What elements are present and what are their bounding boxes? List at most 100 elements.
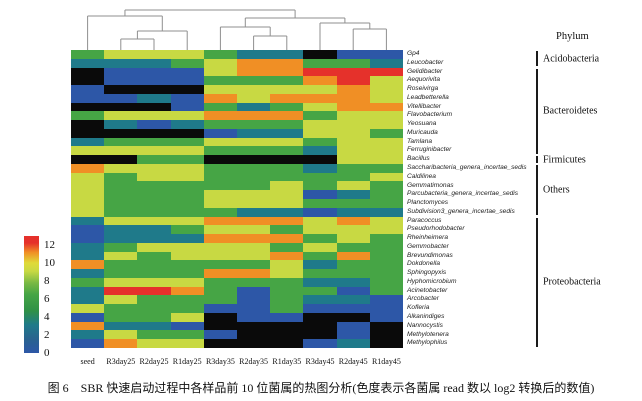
heatmap-cell (137, 120, 172, 130)
heatmap-cell (303, 181, 338, 191)
heatmap-cell (137, 172, 172, 182)
heatmap-cell (336, 93, 371, 104)
phylum-bracket (536, 68, 538, 154)
heatmap-cell (369, 190, 404, 200)
heatmap-cell (369, 120, 404, 130)
heatmap-cell (270, 111, 304, 121)
heatmap-cell (336, 58, 371, 68)
color-scale-tick-label: 8 (44, 275, 50, 287)
heatmap-cell (71, 146, 105, 156)
heatmap-cell (170, 102, 205, 112)
heatmap-cell (237, 102, 271, 112)
row-label-genus: Pseudorhodobacter (407, 225, 465, 233)
heatmap-cell (203, 50, 238, 60)
heatmap-cell (170, 330, 205, 340)
heatmap-cell (303, 339, 338, 349)
heatmap-cell (303, 269, 338, 279)
heatmap-cell (137, 242, 172, 253)
heatmap-cell (137, 155, 172, 165)
heatmap-cell (303, 216, 338, 226)
heatmap-cell (203, 190, 238, 200)
column-label-sample: R1day25 (172, 357, 202, 366)
heatmap-cell (270, 260, 304, 270)
heatmap-cell (336, 181, 371, 191)
heatmap-cell (270, 269, 304, 279)
heatmap-cell (203, 277, 238, 288)
row-label-genus: Leucobacter (407, 58, 444, 66)
heatmap-cell (336, 155, 371, 165)
heatmap-cell (336, 269, 371, 279)
heatmap-cell (104, 50, 138, 60)
heatmap-cell (104, 137, 138, 147)
heatmap-cell (203, 339, 238, 349)
heatmap-cell (336, 330, 371, 340)
heatmap-cell (104, 277, 138, 288)
heatmap-cell (71, 111, 105, 121)
heatmap-cell (237, 85, 271, 95)
heatmap-cell (303, 120, 338, 130)
heatmap-cell (369, 225, 404, 235)
heatmap-cell (104, 85, 138, 95)
heatmap-cell (137, 50, 172, 60)
heatmap-cell (270, 339, 304, 349)
heatmap-cell (303, 225, 338, 235)
row-label-genus: Bacillus (407, 155, 430, 163)
heatmap-cell (237, 242, 271, 253)
heatmap-cell (270, 330, 304, 340)
heatmap-cell (104, 58, 138, 68)
heatmap-cell (71, 242, 105, 253)
heatmap-cell (71, 277, 105, 288)
heatmap-cell (71, 163, 105, 174)
heatmap-cell (137, 304, 172, 314)
heatmap-cell (137, 199, 172, 209)
row-label-genus: Nannocystis (407, 321, 443, 329)
heatmap-cell (203, 85, 238, 95)
heatmap-cell (369, 339, 404, 349)
heatmap-cell (369, 58, 404, 68)
heatmap-cell (369, 199, 404, 209)
heatmap-cell (104, 321, 138, 331)
heatmap-cell (71, 128, 105, 139)
heatmap-cell (137, 295, 172, 305)
heatmap-cell (237, 50, 271, 60)
heatmap-cell (203, 330, 238, 340)
row-label-genus: Gemmobacter (407, 242, 449, 250)
figure-caption: 图 6 SBR 快速启动过程中各样品前 10 位菌属的热图分析(色度表示各菌属 … (47, 381, 595, 395)
heatmap-cell (237, 93, 271, 104)
heatmap-cell (104, 295, 138, 305)
heatmap-cell (137, 146, 172, 156)
row-label-genus: Kofleria (407, 304, 430, 312)
heatmap-cell (369, 181, 404, 191)
heatmap-cell (369, 155, 404, 165)
color-scale-tick-label: 10 (44, 257, 55, 269)
row-label-genus: Dokdonella (407, 260, 440, 268)
heatmap-cell (369, 312, 404, 323)
column-label-sample: R2day35 (239, 357, 269, 366)
heatmap-cell (270, 304, 304, 314)
heatmap-cell (303, 286, 338, 296)
heatmap-cell (336, 312, 371, 323)
heatmap-cell (336, 137, 371, 147)
heatmap-cell (104, 181, 138, 191)
heatmap-cell (270, 76, 304, 86)
heatmap-cell (170, 199, 205, 209)
heatmap-cell (303, 234, 338, 244)
heatmap-cell (104, 128, 138, 139)
heatmap-cell (270, 207, 304, 217)
heatmap-cell (104, 207, 138, 217)
column-label-sample: R2day45 (338, 357, 368, 366)
row-labels: Gp4 Leucobacter Gelidibacter Aequorivita Ros… (407, 50, 537, 348)
heatmap-cell (170, 251, 205, 261)
heatmap-cell (303, 199, 338, 209)
heatmap-cell (336, 67, 371, 77)
heatmap-cell (170, 111, 205, 121)
heatmap-cell (270, 251, 304, 261)
heatmap-cell (203, 146, 238, 156)
heatmap-cell (170, 58, 205, 68)
heatmap-cell (170, 50, 205, 60)
heatmap-cell (137, 251, 172, 261)
heatmap-cell (170, 163, 205, 174)
heatmap-cell (237, 216, 271, 226)
row-label-genus: Tamlana (407, 137, 433, 145)
row-label-genus: Gp4 (407, 50, 420, 58)
